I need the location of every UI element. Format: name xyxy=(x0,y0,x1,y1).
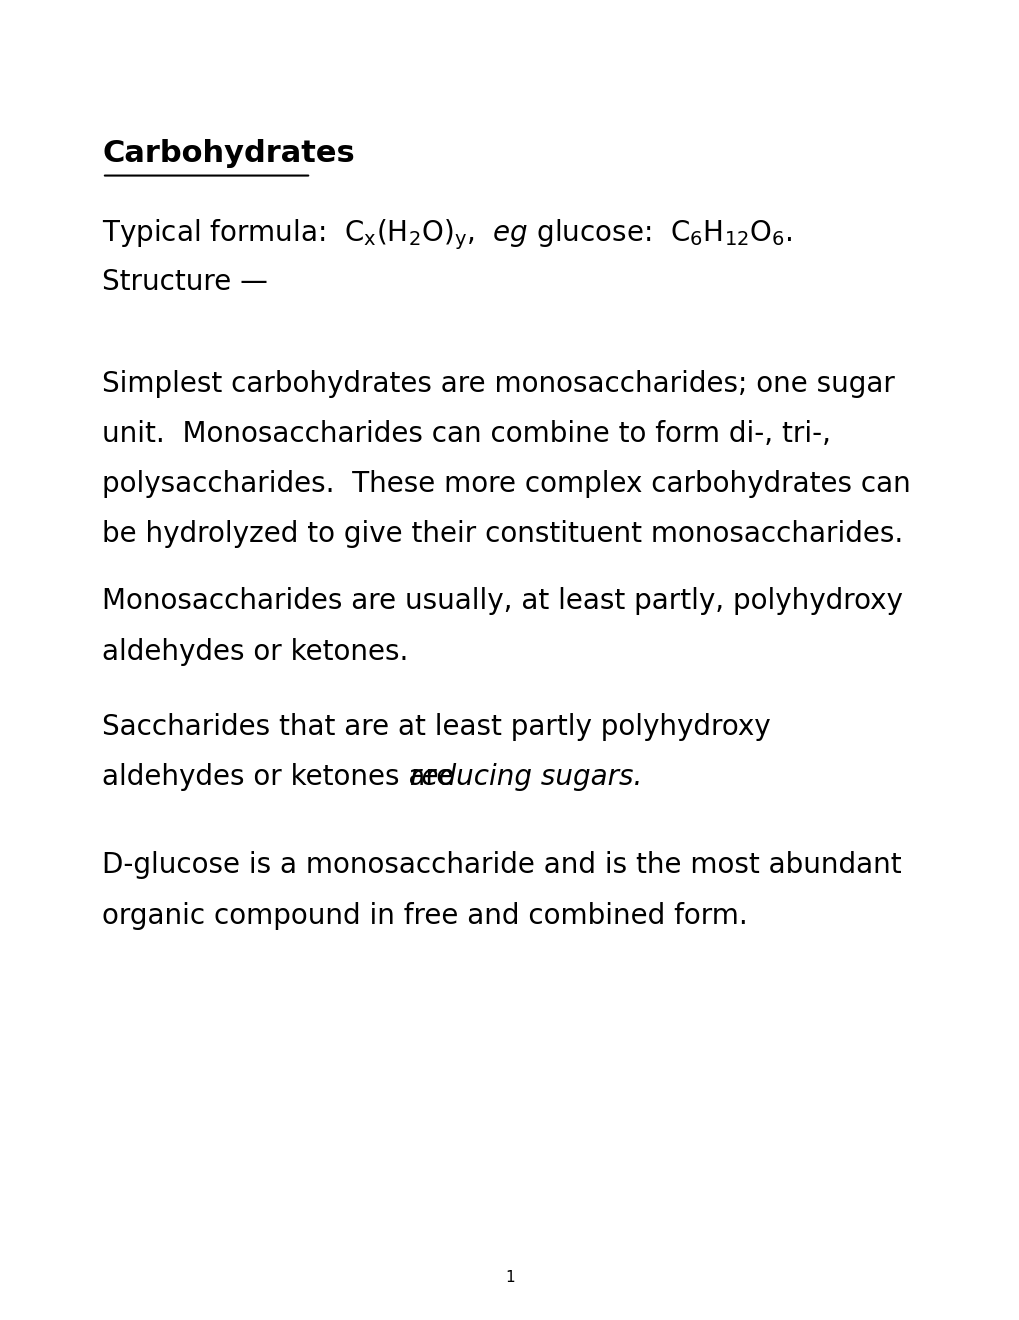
Text: unit.  Monosaccharides can combine to form di-, tri-,: unit. Monosaccharides can combine to for… xyxy=(102,420,830,447)
Text: aldehydes or ketones.: aldehydes or ketones. xyxy=(102,638,408,665)
Text: be hydrolyzed to give their constituent monosaccharides.: be hydrolyzed to give their constituent … xyxy=(102,520,903,548)
Text: Simplest carbohydrates are monosaccharides; one sugar: Simplest carbohydrates are monosaccharid… xyxy=(102,370,894,397)
Text: organic compound in free and combined form.: organic compound in free and combined fo… xyxy=(102,902,747,929)
Text: Typical formula:  $\mathregular{C_x(H_2O)_y}$,  $\it{eg}$ glucose:  $\mathregula: Typical formula: $\mathregular{C_x(H_2O)… xyxy=(102,218,792,252)
Text: D-glucose is a monosaccharide and is the most abundant: D-glucose is a monosaccharide and is the… xyxy=(102,851,901,879)
Text: Carbohydrates: Carbohydrates xyxy=(102,139,355,168)
Text: reducing sugars.: reducing sugars. xyxy=(410,763,642,791)
Text: aldehydes or ketones are: aldehydes or ketones are xyxy=(102,763,462,791)
Text: 1: 1 xyxy=(504,1270,515,1284)
Text: Saccharides that are at least partly polyhydroxy: Saccharides that are at least partly pol… xyxy=(102,713,770,741)
Text: Structure —: Structure — xyxy=(102,268,268,296)
Text: Monosaccharides are usually, at least partly, polyhydroxy: Monosaccharides are usually, at least pa… xyxy=(102,587,902,615)
Text: polysaccharides.  These more complex carbohydrates can: polysaccharides. These more complex carb… xyxy=(102,470,910,498)
